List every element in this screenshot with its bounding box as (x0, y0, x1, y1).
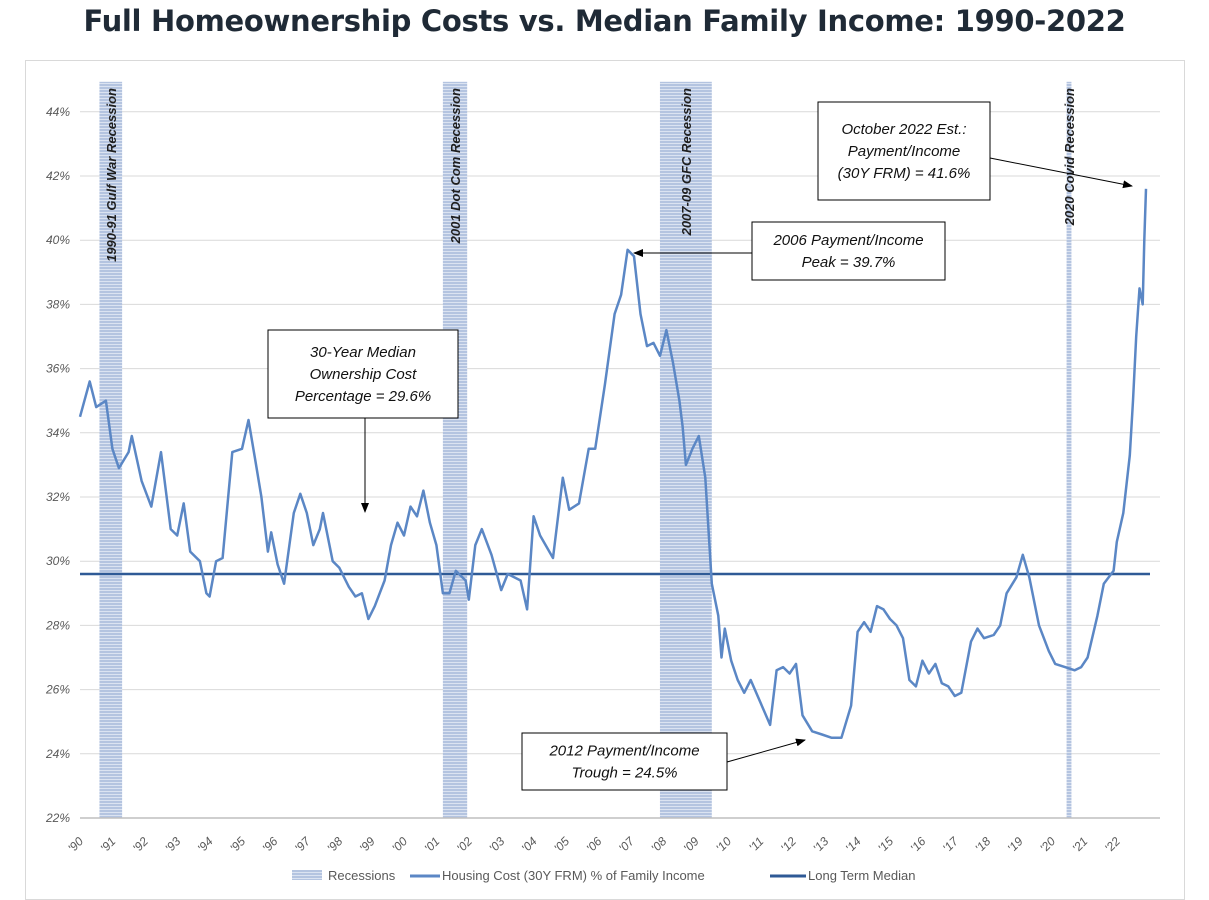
x-tick-label: '95 (227, 834, 248, 855)
x-tick-label: '10 (713, 834, 734, 855)
recession-label: 1990-91 Gulf War Recession (104, 88, 119, 262)
recession-band (442, 81, 468, 819)
legend-label: Housing Cost (30Y FRM) % of Family Incom… (442, 868, 705, 883)
annotation-text: Ownership Cost (310, 366, 418, 383)
y-tick-label: 24% (45, 747, 70, 761)
recession-band (1066, 81, 1072, 819)
x-tick-label: '01 (422, 834, 443, 855)
x-tick-label: '02 (454, 834, 475, 855)
x-tick-label: '20 (1037, 834, 1058, 855)
y-tick-label: 42% (46, 169, 70, 183)
x-tick-label: '92 (130, 834, 151, 855)
annotation-text: 2012 Payment/Income (548, 743, 699, 760)
x-tick-label: '05 (551, 834, 572, 855)
x-tick-label: '18 (972, 834, 993, 855)
x-tick-label: '13 (810, 834, 831, 855)
legend-label: Long Term Median (808, 868, 915, 883)
annotation-text: (30Y FRM) = 41.6% (838, 165, 971, 182)
annotation-box (267, 329, 459, 419)
recession-band (659, 81, 712, 819)
annotation-text: Payment/Income (848, 143, 961, 160)
recession-label: 2020 Covid Recession (1062, 88, 1077, 226)
y-tick-label: 36% (46, 362, 70, 376)
x-tick-label: '04 (519, 834, 540, 855)
x-tick-label: '91 (98, 834, 119, 855)
legend-recessions-swatch (292, 870, 322, 880)
x-tick-label: '03 (486, 834, 507, 855)
annotation-box (817, 101, 991, 201)
x-tick-label: '16 (908, 834, 929, 855)
annotation-text: Trough = 24.5% (571, 765, 677, 782)
x-tick-label: '93 (162, 834, 183, 855)
recession-band (99, 81, 123, 819)
x-tick-label: '12 (778, 834, 799, 855)
x-tick-label: '99 (357, 834, 378, 855)
y-tick-label: 30% (46, 554, 70, 568)
y-tick-label: 34% (46, 426, 70, 440)
x-tick-label: '09 (681, 834, 702, 855)
x-tick-label: '94 (195, 834, 216, 855)
y-tick-label: 38% (46, 297, 70, 311)
x-tick-label: '96 (260, 834, 281, 855)
annotation-text: 30-Year Median (310, 344, 416, 361)
x-tick-label: '97 (292, 833, 314, 855)
x-tick-label: '15 (875, 834, 896, 855)
y-tick-label: 22% (45, 811, 70, 825)
annotation-text: October 2022 Est.: (841, 121, 966, 138)
x-tick-label: '08 (648, 834, 669, 855)
y-tick-label: 44% (46, 105, 70, 119)
y-tick-label: 32% (46, 490, 70, 504)
x-tick-label: '90 (65, 834, 86, 855)
annotation-arrow (726, 738, 806, 763)
y-tick-label: 40% (46, 233, 70, 247)
x-tick-label: '00 (389, 834, 410, 855)
x-tick-label: '06 (584, 834, 605, 855)
x-tick-label: '19 (1005, 834, 1026, 855)
x-tick-label: '98 (324, 834, 345, 855)
housing-cost-line (78, 188, 1148, 740)
x-tick-label: '11 (746, 834, 766, 854)
x-tick-label: '14 (843, 834, 864, 855)
recession-label: 2001 Dot Com Recession (448, 88, 463, 244)
legend-label: Recessions (328, 868, 396, 883)
annotation-box (521, 732, 728, 791)
x-tick-label: '17 (940, 833, 962, 855)
annotation-box (751, 221, 946, 281)
recession-label: 2007-09 GFC Recession (679, 88, 694, 236)
chart-title: Full Homeownership Costs vs. Median Fami… (83, 4, 1126, 38)
annotation-text: Percentage = 29.6% (295, 388, 431, 405)
annotation-text: Peak = 39.7% (802, 254, 896, 271)
x-tick-label: '07 (616, 833, 638, 855)
annotation-text: 2006 Payment/Income (772, 232, 923, 249)
y-tick-label: 26% (45, 683, 70, 697)
x-tick-label: '21 (1070, 834, 1091, 855)
y-tick-label: 28% (45, 618, 70, 632)
x-tick-label: '22 (1102, 834, 1123, 855)
annotation-arrow (989, 157, 1133, 189)
